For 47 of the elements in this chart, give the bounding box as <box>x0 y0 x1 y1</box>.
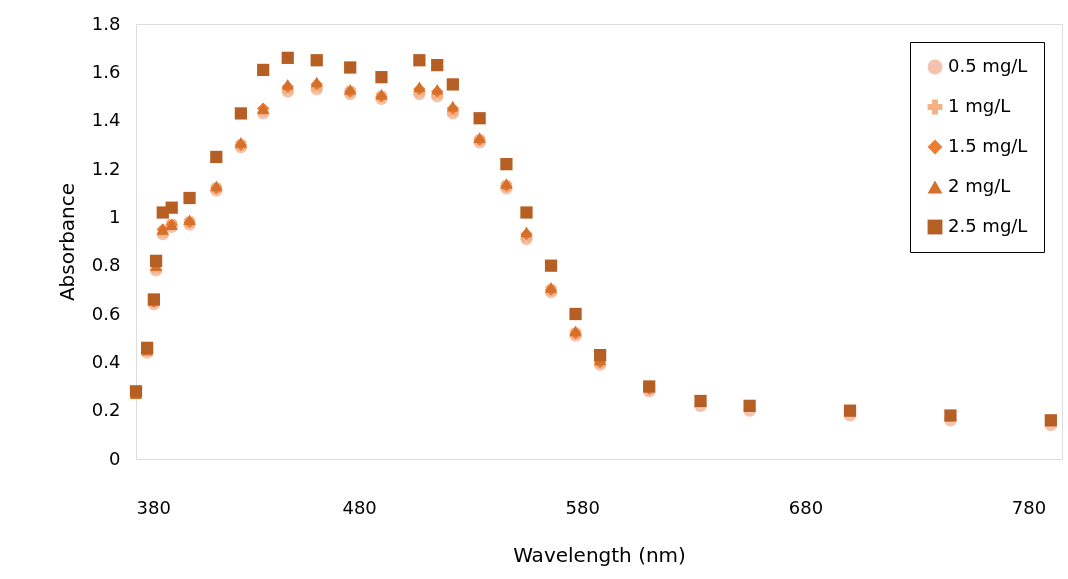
point <box>281 51 294 64</box>
y-tick-label: 0.2 <box>91 399 121 421</box>
point <box>743 399 756 412</box>
point <box>165 201 178 214</box>
point <box>234 107 247 120</box>
point <box>375 71 388 84</box>
y-tick-label: 1 <box>109 205 121 227</box>
x-tick-label: 680 <box>788 496 824 518</box>
point <box>446 78 459 91</box>
point <box>593 348 607 362</box>
point <box>413 54 426 67</box>
point <box>569 307 582 321</box>
point <box>1044 414 1057 427</box>
x-axis-title: Wavelength (nm) <box>513 542 686 567</box>
legend-label: 0.5 mg/L <box>948 55 1028 76</box>
y-tick-label: 0.4 <box>91 350 121 372</box>
y-axis-title: Absorbance <box>54 182 79 302</box>
point <box>520 206 533 219</box>
y-tick-label: 1.6 <box>91 60 121 82</box>
point <box>694 394 707 408</box>
point <box>210 150 223 164</box>
point <box>473 112 486 125</box>
point <box>843 404 857 417</box>
y-tick-label: 0.6 <box>91 302 121 324</box>
y-tick-label: 1.4 <box>91 109 121 131</box>
point <box>310 54 323 67</box>
point <box>544 259 558 272</box>
legend-label: 2 mg/L <box>948 175 1011 196</box>
point <box>431 58 444 72</box>
legend-label: 1.5 mg/L <box>948 135 1028 156</box>
point <box>257 63 270 77</box>
legend-label: 1 mg/L <box>948 95 1011 116</box>
y-tick-label: 0.8 <box>91 254 121 276</box>
x-tick-label: 580 <box>565 496 600 518</box>
point <box>183 191 196 205</box>
point <box>500 158 513 171</box>
x-tick-label: 780 <box>1011 496 1047 518</box>
y-tick-label: 0 <box>109 447 121 469</box>
point <box>149 254 163 267</box>
point <box>344 61 357 74</box>
point <box>473 132 486 143</box>
legend-label: 2.5 mg/L <box>948 215 1028 236</box>
x-tick-label: 480 <box>342 496 377 518</box>
y-tick-label: 1.2 <box>91 157 121 179</box>
point <box>944 409 957 422</box>
x-tick-label: 380 <box>136 496 171 518</box>
y-tick-label: 1.8 <box>91 12 121 34</box>
